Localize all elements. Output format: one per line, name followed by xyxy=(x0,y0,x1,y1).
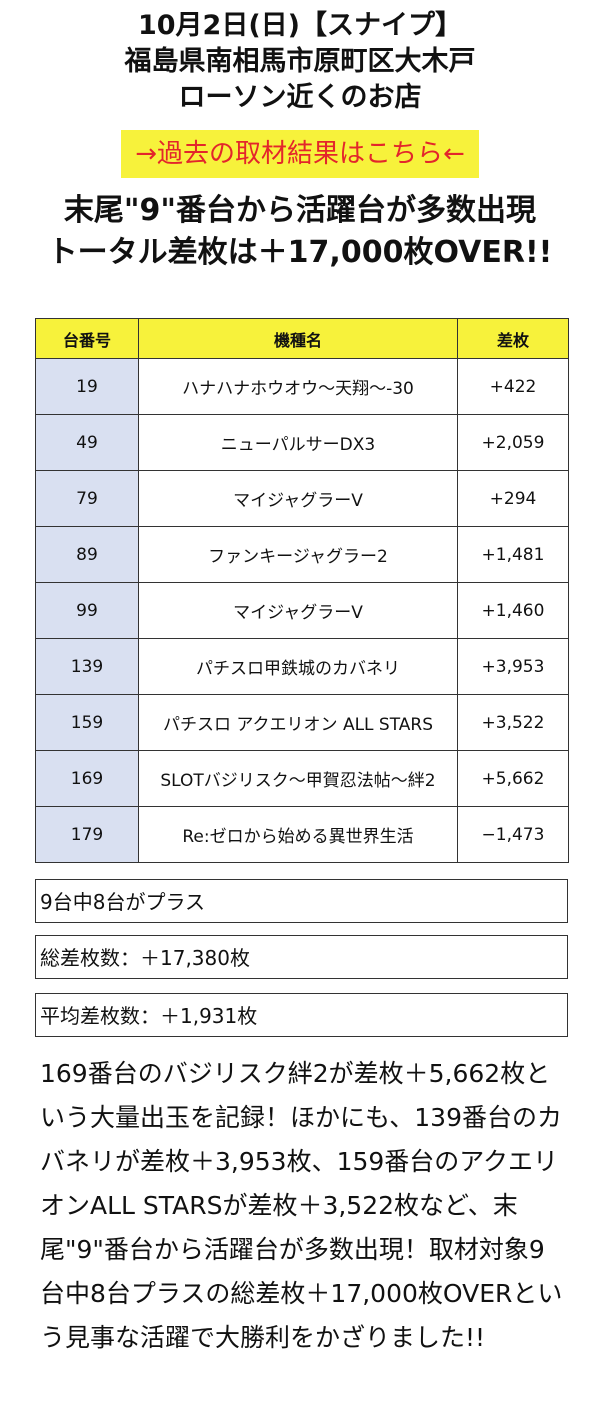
header-date-store: 10月2日(日)【スナイプ】 xyxy=(137,10,463,41)
past-results-link[interactable]: →過去の取材結果はこちら← xyxy=(121,130,479,178)
coin-difference-cell: +3,953 xyxy=(457,638,569,695)
coin-difference-cell: +1,460 xyxy=(457,582,569,639)
machine-name-cell: ファンキージャグラー2 xyxy=(138,526,458,583)
table-row: 169 SLOTバジリスク〜甲賀忍法帖〜絆2 +5,662 xyxy=(35,750,569,807)
machine-name-cell: パチスロ アクエリオン ALL STARS xyxy=(138,694,458,751)
table-row: 99 マイジャグラーV +1,460 xyxy=(35,582,569,639)
machine-number-cell: 49 xyxy=(35,414,139,471)
machine-name-cell: マイジャグラーV xyxy=(138,582,458,639)
machine-name-cell: ニューパルサーDX3 xyxy=(138,414,458,471)
machine-number-cell: 19 xyxy=(35,358,139,415)
summary-total-difference: 総差枚数：＋17,380枚 xyxy=(35,935,568,979)
machine-number-cell: 179 xyxy=(35,806,139,863)
header-machine-number: 台番号 xyxy=(35,318,139,359)
summary-plus-count: 9台中8台がプラス xyxy=(35,879,568,923)
coin-difference-cell: +294 xyxy=(457,470,569,527)
table-row: 19 ハナハナホウオウ〜天翔〜-30 +422 xyxy=(35,358,569,415)
headline-line-1: 末尾"9"番台から活躍台が多数出現 xyxy=(63,193,537,228)
header-address: 福島県南相馬市原町区大木戸 xyxy=(124,46,476,77)
table-row: 159 パチスロ アクエリオン ALL STARS +3,522 xyxy=(35,694,569,751)
machine-name-cell: ハナハナホウオウ〜天翔〜-30 xyxy=(138,358,458,415)
past-results-link-wrap: →過去の取材結果はこちら← xyxy=(0,130,600,178)
table-row: 179 Re:ゼロから始める異世界生活 −1,473 xyxy=(35,806,569,863)
coin-difference-cell: +422 xyxy=(457,358,569,415)
machine-number-cell: 159 xyxy=(35,694,139,751)
machine-number-cell: 139 xyxy=(35,638,139,695)
article-body: 169番台のバジリスク絆2が差枚＋5,662枚という大量出玉を記録！ほかにも、1… xyxy=(40,1059,563,1352)
coin-difference-cell: +3,522 xyxy=(457,694,569,751)
coin-difference-cell: +1,481 xyxy=(457,526,569,583)
table-row: 49 ニューパルサーDX3 +2,059 xyxy=(35,414,569,471)
table-header-row: 台番号 機種名 差枚 xyxy=(35,318,569,359)
machine-name-cell: マイジャグラーV xyxy=(138,470,458,527)
machine-number-cell: 79 xyxy=(35,470,139,527)
header-machine-name: 機種名 xyxy=(138,318,458,359)
headline-line-2: トータル差枚は＋17,000枚OVER!! xyxy=(47,235,553,270)
table-row: 89 ファンキージャグラー2 +1,481 xyxy=(35,526,569,583)
machine-number-cell: 169 xyxy=(35,750,139,807)
machine-name-cell: SLOTバジリスク〜甲賀忍法帖〜絆2 xyxy=(138,750,458,807)
results-table: 台番号 機種名 差枚 19 ハナハナホウオウ〜天翔〜-30 +422 49 ニュ… xyxy=(35,318,569,863)
machine-name-cell: Re:ゼロから始める異世界生活 xyxy=(138,806,458,863)
coin-difference-cell: +2,059 xyxy=(457,414,569,471)
header-landmark: ローソン近くのお店 xyxy=(178,82,422,113)
header-coin-difference: 差枚 xyxy=(457,318,569,359)
machine-number-cell: 99 xyxy=(35,582,139,639)
table-row: 139 パチスロ甲鉄城のカバネリ +3,953 xyxy=(35,638,569,695)
machine-number-cell: 89 xyxy=(35,526,139,583)
table-row: 79 マイジャグラーV +294 xyxy=(35,470,569,527)
coin-difference-cell: −1,473 xyxy=(457,806,569,863)
summary-average-difference: 平均差枚数：＋1,931枚 xyxy=(35,993,568,1037)
machine-name-cell: パチスロ甲鉄城のカバネリ xyxy=(138,638,458,695)
coin-difference-cell: +5,662 xyxy=(457,750,569,807)
